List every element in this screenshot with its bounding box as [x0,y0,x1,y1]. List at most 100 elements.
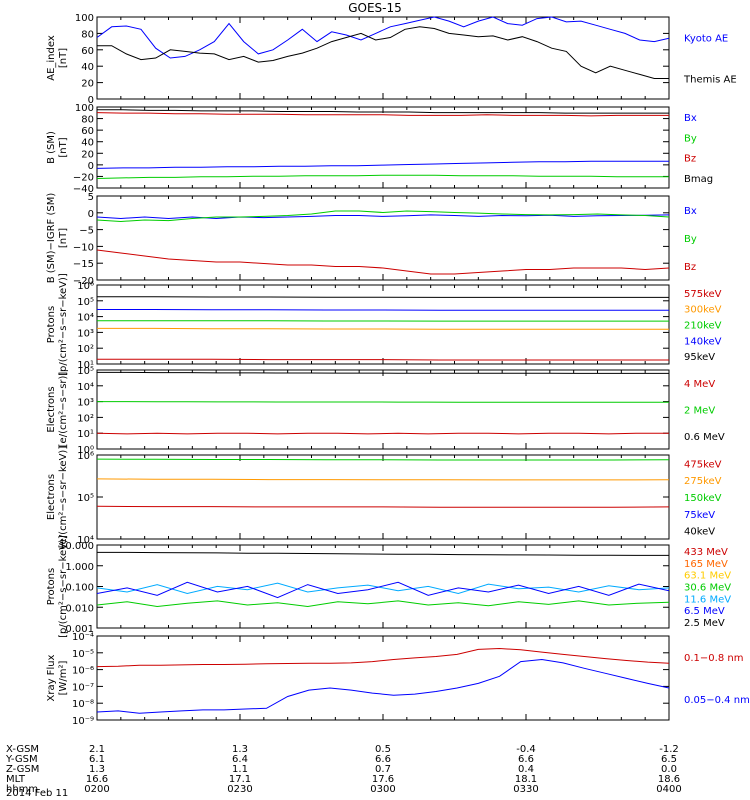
legend-entry: Bz [684,154,696,165]
legend-entry: 150keV [684,493,722,504]
legend-entry: 300keV [684,305,722,316]
footer-value: 0.0 [661,764,677,775]
y-tick-label: 10² [77,344,94,355]
y-tick-label: 10⁶ [77,281,94,292]
footer-value: 1.1 [232,764,248,775]
y-tick-label: 10¹ [77,360,94,371]
legend-entry: 2 MeV [684,406,715,417]
legend-entry: 575keV [684,289,722,300]
panel-frame [96,369,670,450]
legend-entry: 2.5 MeV [684,618,725,629]
footer-row-label: Z-GSM [6,764,39,775]
y-tick-label: 10² [77,413,94,424]
series-line [96,581,670,599]
y-tick-label: 10.000 [59,541,94,552]
legend-entry: 165 MeV [684,559,728,570]
footer-value: 0400 [656,784,681,795]
series-line [96,658,670,714]
y-tick-label: 0.010 [65,603,94,614]
legend-entry: 95keV [684,352,715,363]
plot-title: GOES-15 [348,1,402,15]
y-tick-label: 10³ [77,398,94,409]
footer-value: 1.3 [232,744,248,755]
y-axis-label: [e/(cm²−s−sr)] [58,372,69,448]
y-tick-label: 10⁻⁵ [72,649,94,660]
series-line [96,582,670,595]
y-axis-label: AE_index [46,35,57,81]
y-tick-label: 5 [88,192,94,203]
panel-1: 0 20 40 60 80 100 AE_index [nT] Kyoto AE Themis A… [46,13,737,106]
footer-value: 0.7 [375,764,391,775]
y-axis-label: [nT] [58,228,69,248]
y-axis-label: B (SM) [46,131,57,164]
series-line [97,551,669,556]
y-axis-label: Protons [46,306,57,343]
y-tick-label: 0.001 [65,624,94,635]
legend-entry: 30.6 MeV [684,583,731,594]
legend-entry: Bx [684,113,697,124]
footer-ephemeris: X-GSM 2.1 1.3 0.5 -0.4 -1.2 Y-GSM 6.1 6.4 6.6 6.6 6… [5,744,682,799]
footer-value: 0200 [84,784,109,795]
series-line [97,358,669,361]
panel-3: −20 −15 −10 −5 0 5 B (SM)−IGRF (SM) [nT] Bx By Bz [46,192,697,287]
legend-entry: 0.6 MeV [684,432,725,443]
legend-entry: 475keV [684,459,722,470]
legend-entry: 0.1−0.8 nm [684,653,743,664]
footer-value: 6.6 [518,754,534,765]
series-line [97,401,669,403]
y-tick-label: 80 [81,115,94,126]
series-line [96,505,670,508]
panel-frame [96,16,670,100]
legend-entry: 140keV [684,336,722,347]
series-line [96,112,669,117]
y-axis-label: [nT] [58,137,69,157]
y-tick-label: 10⁵ [77,366,94,377]
y-tick-label: −20 [73,172,94,183]
y-tick-label: 10⁴ [77,382,94,393]
footer-value: 16.6 [86,774,108,785]
y-tick-label: 10⁴ [77,313,94,324]
panel-8: 10⁻⁹ 10⁻⁸ 10⁻⁷ 10⁻⁶ 10⁻⁵ 10⁻⁴ Xray Flux [W/m²] 0… [46,632,750,727]
series-line [96,600,670,608]
y-tick-label: 80 [81,29,94,40]
y-tick-label: 10⁻⁶ [72,666,94,677]
y-axis-label: [p/(cm²−s−sr−keV)] [58,535,69,638]
series-line [96,174,669,179]
footer-value: 18.1 [515,774,537,785]
y-tick-label: 20 [81,149,94,160]
legend-entry: 40keV [684,527,715,538]
y-axis-label: Protons [46,568,57,605]
legend-entry: Bx [684,206,697,217]
footer-value: 17.1 [229,774,251,785]
legend-entry: 6.5 MeV [684,606,725,617]
y-axis-label: Xray Flux [46,654,57,701]
legend-entry: 11.6 MeV [684,594,731,605]
footer-value: 18.6 [658,774,680,785]
panel-frame [96,454,670,540]
panel-7: 0.001 0.010 0.100 1.000 10.000 Protons [p/(cm²… [46,535,731,638]
y-tick-label: 100 [75,13,94,24]
y-tick-label: −10 [73,242,94,253]
legend-entry: 75keV [684,510,715,521]
y-axis-label: [nT] [58,48,69,68]
y-tick-label: 0 [88,161,94,172]
legend-entry: 433 MeV [684,547,728,558]
footer-value: 1.3 [89,764,105,775]
legend-entry: Themis AE [683,75,737,86]
y-tick-label: 60 [81,46,94,57]
footer-value: -1.2 [659,744,679,755]
series-line [97,327,669,330]
series-line [96,432,669,435]
y-tick-label: 10⁶ [77,451,94,462]
y-tick-label: 10⁻⁸ [72,699,94,710]
series-line [96,16,670,59]
y-tick-label: 10¹ [77,429,94,440]
legend-entry: By [684,133,697,144]
y-tick-label: 0.100 [65,583,94,594]
legend-entry: Bz [684,262,696,273]
footer-row-label: MLT [6,774,26,785]
series-line [97,26,669,79]
y-tick-label: 100 [75,103,94,114]
